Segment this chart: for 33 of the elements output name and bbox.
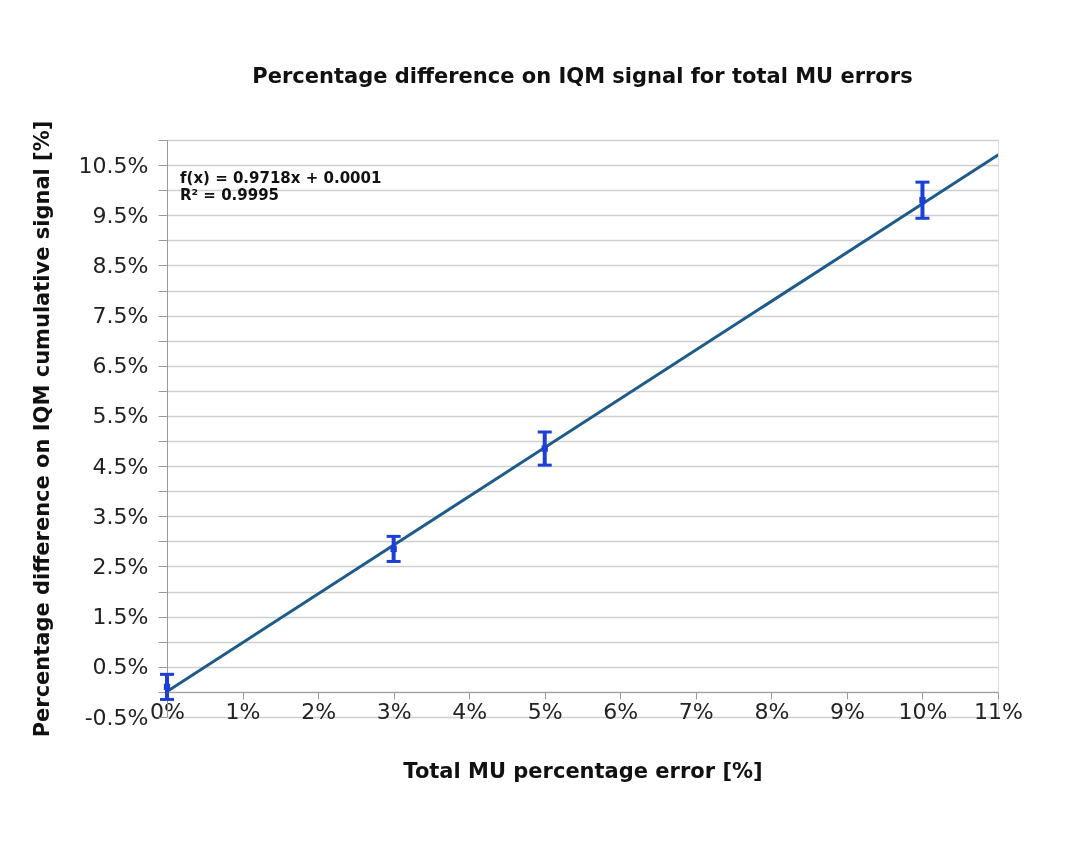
x-tick-label: 2%: [301, 699, 337, 725]
y-axis-title: Percentage difference on IQM cumulative signal [%]: [29, 120, 54, 738]
x-tick-label: 4%: [452, 699, 488, 725]
y-tick-label: 3.5%: [92, 503, 149, 529]
y-tick-label: 6.5%: [92, 353, 149, 379]
x-tick-label: 6%: [603, 699, 639, 725]
chart-title: Percentage difference on IQM signal for total MU errors: [252, 64, 913, 89]
y-tick-label: 2.5%: [92, 553, 149, 579]
y-tick-label: 5.5%: [92, 403, 149, 429]
x-tick-label: 3%: [376, 699, 412, 725]
x-tick-label: 9%: [829, 699, 865, 725]
annotation: R² = 0.9995: [180, 186, 280, 204]
x-tick-label: 11%: [974, 699, 1023, 725]
point: [390, 545, 397, 553]
x-axis-title: Total MU percentage error [%]: [403, 759, 763, 784]
point: [163, 683, 171, 691]
annotation: f(x) = 0.9718x + 0.0001: [180, 169, 382, 187]
y-tick-label: 0.5%: [92, 654, 149, 680]
x-tick-label: 10%: [898, 699, 948, 725]
x-tick-label: 0%: [150, 699, 185, 725]
x-tick-label: 8%: [754, 699, 790, 725]
y-tick-label: 1.5%: [92, 604, 149, 630]
y-tick-label: 8.5%: [92, 252, 149, 278]
y-tick-label: -0.5%: [84, 704, 149, 730]
y-tick-label: 7.5%: [92, 303, 149, 329]
y-tick-label: 4.5%: [92, 453, 149, 479]
point: [919, 197, 926, 204]
x-tick-label: 5%: [527, 699, 563, 725]
y-tick-label: 10.5%: [78, 152, 149, 178]
y-tick-label: 9.5%: [92, 202, 149, 228]
point: [541, 445, 548, 452]
x-tick-label: 7%: [678, 699, 714, 725]
x-tick-label: 1%: [225, 699, 261, 725]
